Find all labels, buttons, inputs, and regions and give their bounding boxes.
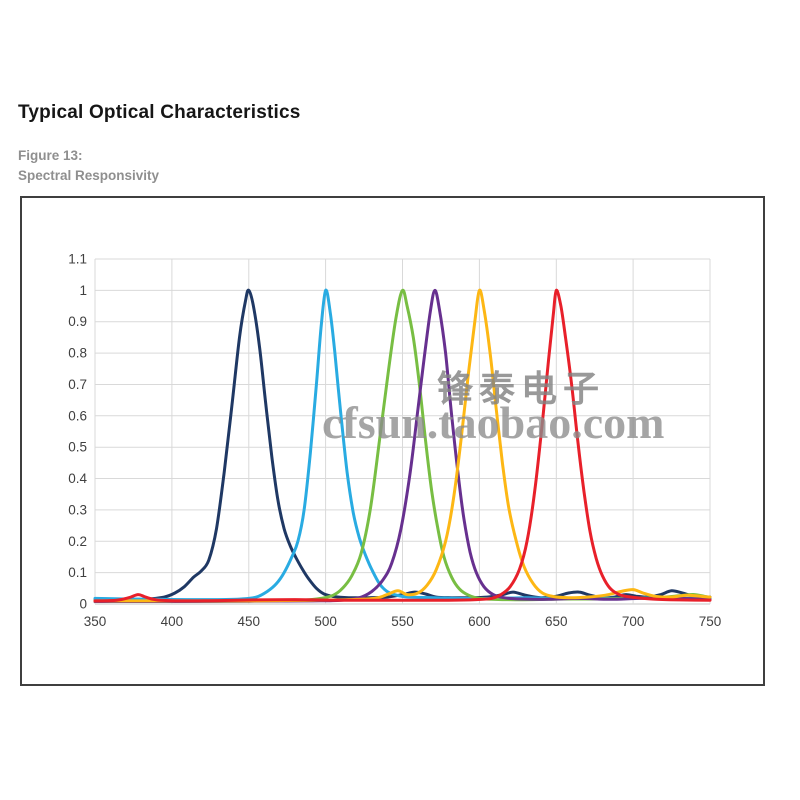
x-tick-label: 350 xyxy=(84,614,107,629)
x-tick-label: 550 xyxy=(391,614,414,629)
spectral-responsivity-chart: 0 0.1 0.2 0.3 0.4 0.5 0.6 0.7 0.8 0.9 1 1.1 350 400 45… xyxy=(68,252,722,630)
y-tick-label: 0.8 xyxy=(68,346,87,361)
x-tick-label: 450 xyxy=(238,614,261,629)
figure-label: Figure 13: Spectral Responsivity xyxy=(18,146,159,185)
figure-caption: Spectral Responsivity xyxy=(18,167,160,183)
x-tick-label: 700 xyxy=(622,614,645,629)
x-tick-label: 600 xyxy=(468,614,491,629)
y-tick-label: 0.9 xyxy=(68,314,87,329)
y-tick-label: 0.2 xyxy=(68,534,87,549)
y-tick-label: 1 xyxy=(79,283,87,298)
x-tick-label: 650 xyxy=(545,614,568,629)
y-tick-label: 0.5 xyxy=(68,440,87,455)
x-tick-label: 500 xyxy=(314,614,337,629)
series-peak-600nm-amber xyxy=(93,288,712,603)
y-tick-label: 0.1 xyxy=(68,565,87,580)
page-title: Typical Optical Characteristics xyxy=(18,102,301,123)
y-tick-label: 0.3 xyxy=(68,502,87,517)
figure-number: Figure 13: xyxy=(18,148,83,163)
y-tick-label: 0.7 xyxy=(68,377,87,392)
figure-frame: 0 0.1 0.2 0.3 0.4 0.5 0.6 0.7 0.8 0.9 1 1.1 350 400 45… xyxy=(20,196,765,686)
x-tick-label: 400 xyxy=(161,614,184,629)
y-tick-label: 0.6 xyxy=(68,408,87,423)
x-tick-label: 750 xyxy=(699,614,722,629)
y-tick-label: 1.1 xyxy=(68,252,87,267)
y-tick-label: 0 xyxy=(79,597,87,612)
series-peak-570nm-purple xyxy=(93,288,712,603)
series-peak-650nm-red xyxy=(93,288,712,603)
y-tick-label: 0.4 xyxy=(68,471,87,486)
